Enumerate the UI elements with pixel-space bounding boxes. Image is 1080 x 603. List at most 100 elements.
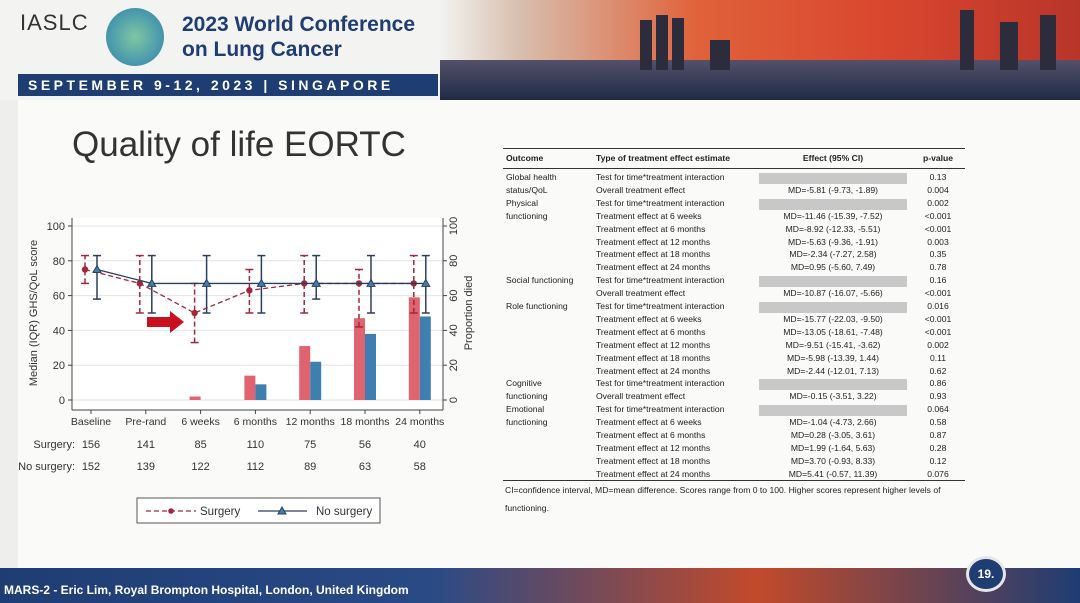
cell-type: Treatment effect at 18 months xyxy=(596,352,711,363)
legend-surgery-marker xyxy=(168,508,174,514)
cell-outcome: Physical xyxy=(506,197,538,208)
y-tick-label: 20 xyxy=(53,360,65,372)
bar-proportion-died xyxy=(299,346,311,400)
cell-p-value: <0.001 xyxy=(924,326,952,337)
cell-type: Treatment effect at 6 weeks xyxy=(596,313,702,324)
cell-p-value: 0.12 xyxy=(929,455,947,466)
x-tick-label: 18 months xyxy=(340,416,389,428)
median-point xyxy=(81,266,89,273)
y-tick-label: 0 xyxy=(59,395,65,407)
plot-area xyxy=(72,218,443,410)
cell-type: Test for time*treatment interaction xyxy=(596,275,725,286)
cell-type: Test for time*treatment interaction xyxy=(596,378,725,389)
cell-effect: MD=1.99 (-1.64, 5.63) xyxy=(790,442,876,453)
cell-outcome: Global health xyxy=(506,172,557,182)
cell-type: Treatment effect at 12 months xyxy=(596,339,711,350)
cell-type: Treatment effect at 12 months xyxy=(596,236,711,247)
cell-p-value: 0.93 xyxy=(929,391,947,402)
table-row: functioning Treatment effect at 6 weeks MD… xyxy=(503,211,965,224)
cell-p-value: 0.002 xyxy=(927,339,949,350)
cell-effect: MD=0.28 (-3.05, 3.61) xyxy=(790,430,876,440)
y2-tick-label: 0 xyxy=(448,397,460,403)
cell-outcome: Social functioning xyxy=(506,275,574,286)
cell-type: Treatment effect at 18 months xyxy=(596,455,711,466)
table-row: Physical Test for time*treatment interact… xyxy=(503,198,965,211)
y2-tick-label: 20 xyxy=(448,359,460,371)
cell-type: Treatment effect at 12 months xyxy=(596,442,711,453)
table-row: Treatment effect at 12 months MD=-9.51 (-… xyxy=(503,340,965,353)
cell-p-value: 0.003 xyxy=(927,236,949,247)
x-tick-label: Pre-rand xyxy=(125,416,166,428)
x-tick-label: 24 months xyxy=(395,416,444,428)
bar-proportion-died xyxy=(189,396,201,400)
cell-p-value: <0.001 xyxy=(924,313,952,324)
slide-title: Quality of life EORTC xyxy=(72,125,406,164)
cell-p-value: 0.87 xyxy=(929,430,947,440)
header-p-value: p-value xyxy=(922,153,954,163)
cell-p-value: 0.78 xyxy=(929,262,947,273)
cell-p-value: 0.86 xyxy=(929,378,947,389)
table-row: Cognitive Test for time*treatment interac… xyxy=(503,378,965,391)
cell-type: Treatment effect at 24 months xyxy=(596,468,711,479)
table-header-row: Outcome Type of treatment effect estimat… xyxy=(503,153,965,166)
cell-p-value: 0.16 xyxy=(929,275,947,286)
cell-type: Test for time*treatment interaction xyxy=(596,172,725,182)
iaslc-logo: IASLC xyxy=(20,10,89,35)
table-row: Treatment effect at 18 months MD=3.70 (-0… xyxy=(503,456,965,469)
cell-p-value: 0.28 xyxy=(929,442,947,453)
blank-effect-cell xyxy=(759,198,907,210)
cell-effect: MD=-13.05 (-18.61, -7.48) xyxy=(783,326,883,337)
table-row: Role functioning Test for time*treatment … xyxy=(503,301,965,314)
cell-outcome: status/QoL xyxy=(506,184,548,195)
cell-effect: MD=-5.98 (-13.39, 1.44) xyxy=(787,352,879,363)
x-tick-label: 12 months xyxy=(286,416,335,428)
y-tick-label: 80 xyxy=(53,256,65,268)
cell-effect: MD=-5.81 (-9.73, -1.89) xyxy=(787,184,879,195)
footer-band xyxy=(0,568,1080,603)
cell-effect: MD=-2.34 (-7.27, 2.58) xyxy=(789,249,877,260)
cell-effect: MD=-2.44 (-12.01, 7.13) xyxy=(787,365,879,376)
table-row: Overall treatment effect MD=-10.87 (-16.0… xyxy=(503,288,965,301)
n-at-risk-value: 89 xyxy=(304,461,316,473)
bar-proportion-died xyxy=(354,318,365,400)
legend-no-surgery-marker xyxy=(277,505,287,515)
median-point xyxy=(136,280,143,287)
table-row: Treatment effect at 6 months MD=-13.05 (-… xyxy=(503,327,965,340)
treatment-effect-table: Outcome Type of treatment effect estimat… xyxy=(503,148,965,481)
x-tick-label: 6 months xyxy=(234,416,277,428)
bar-proportion-died xyxy=(408,297,420,400)
n-at-risk-value: 63 xyxy=(359,461,371,473)
cell-p-value: 0.35 xyxy=(929,249,947,260)
cell-p-value: 0.076 xyxy=(927,468,949,479)
cell-p-value: 0.002 xyxy=(927,197,949,208)
cell-p-value: 0.064 xyxy=(927,404,949,415)
blank-effect-cell xyxy=(759,173,907,184)
conference-title: 2023 World Conference on Lung Cancer xyxy=(182,12,415,62)
cell-outcome: Role functioning xyxy=(506,301,568,311)
y2-tick-label: 40 xyxy=(448,324,460,336)
n-at-risk-value: 139 xyxy=(137,461,155,473)
cell-type: Overall treatment effect xyxy=(596,391,686,402)
table-footnote: CI=confidence interval, MD=mean differen… xyxy=(505,485,941,513)
n-at-risk-value: 152 xyxy=(82,461,100,473)
cell-p-value: 0.016 xyxy=(927,301,949,311)
cell-effect: MD=-5.63 (-9.36, -1.91) xyxy=(787,236,879,247)
table-row: Treatment effect at 24 months MD=5.41 (-0… xyxy=(503,469,965,482)
cell-type: Overall treatment effect xyxy=(596,184,686,195)
cell-outcome: functioning xyxy=(506,210,548,221)
cell-type: Treatment effect at 6 weeks xyxy=(596,210,702,221)
bar-proportion-died xyxy=(244,375,256,400)
cell-outcome: Cognitive xyxy=(506,378,542,389)
cell-type: Treatment effect at 6 months xyxy=(596,223,706,234)
median-point xyxy=(201,278,212,287)
conference-title-line2: on Lung Cancer xyxy=(182,38,342,61)
blank-effect-cell xyxy=(759,276,907,288)
cell-p-value: <0.001 xyxy=(924,288,952,299)
cell-type: Treatment effect at 24 months xyxy=(596,365,711,376)
bar-proportion-died xyxy=(310,361,322,400)
cell-p-value: 0.58 xyxy=(929,417,947,428)
y2-tick-label: 60 xyxy=(448,289,460,301)
header-outcome: Outcome xyxy=(506,153,544,163)
cell-effect: MD=-9.51 (-15.41, -3.62) xyxy=(785,339,881,350)
blank-effect-cell xyxy=(759,302,907,313)
